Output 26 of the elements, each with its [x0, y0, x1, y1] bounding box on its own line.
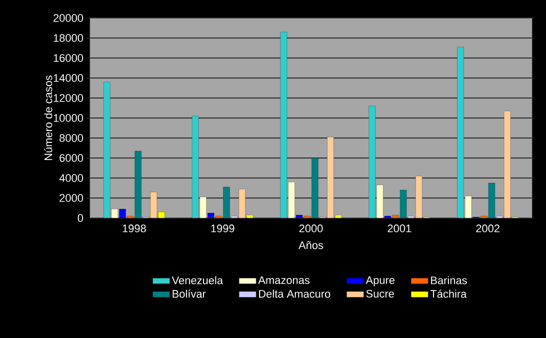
y-tick-label: 2000	[60, 194, 84, 202]
y-tick-label: 14000	[54, 74, 84, 82]
y-tick-label: 4000	[59, 174, 84, 182]
y-tick-label: 18000	[54, 34, 84, 42]
legend-label: Táchira	[430, 290, 467, 298]
legend-label: Venezuela	[172, 276, 224, 284]
y-axis-title: Número de casos	[44, 75, 52, 160]
legend-label: Delta Amacuro	[259, 290, 330, 298]
legend-label: Bolívar	[172, 290, 206, 298]
y-tick-label: 6000	[60, 154, 84, 162]
x-tick-label: 2002	[476, 224, 500, 232]
x-tick-label: 1999	[211, 224, 234, 232]
x-tick-label: 2001	[388, 224, 412, 232]
y-tick-label: 10000	[54, 114, 84, 122]
y-tick-label: 16000	[54, 54, 84, 62]
x-axis-title: Años	[298, 241, 324, 250]
legend-label: Apure	[366, 276, 395, 286]
legend-label: Barinas	[431, 276, 467, 284]
legend-label: Amazonas	[258, 276, 310, 284]
y-tick-label: 0	[78, 214, 84, 222]
x-tick-label: 2000	[299, 224, 323, 232]
y-tick-label: 12000	[54, 94, 84, 102]
legend-label: Sucre	[366, 290, 394, 298]
x-tick-label: 1998	[122, 224, 146, 232]
y-tick-label: 8000	[60, 134, 84, 142]
y-tick-label: 20000	[54, 14, 84, 22]
